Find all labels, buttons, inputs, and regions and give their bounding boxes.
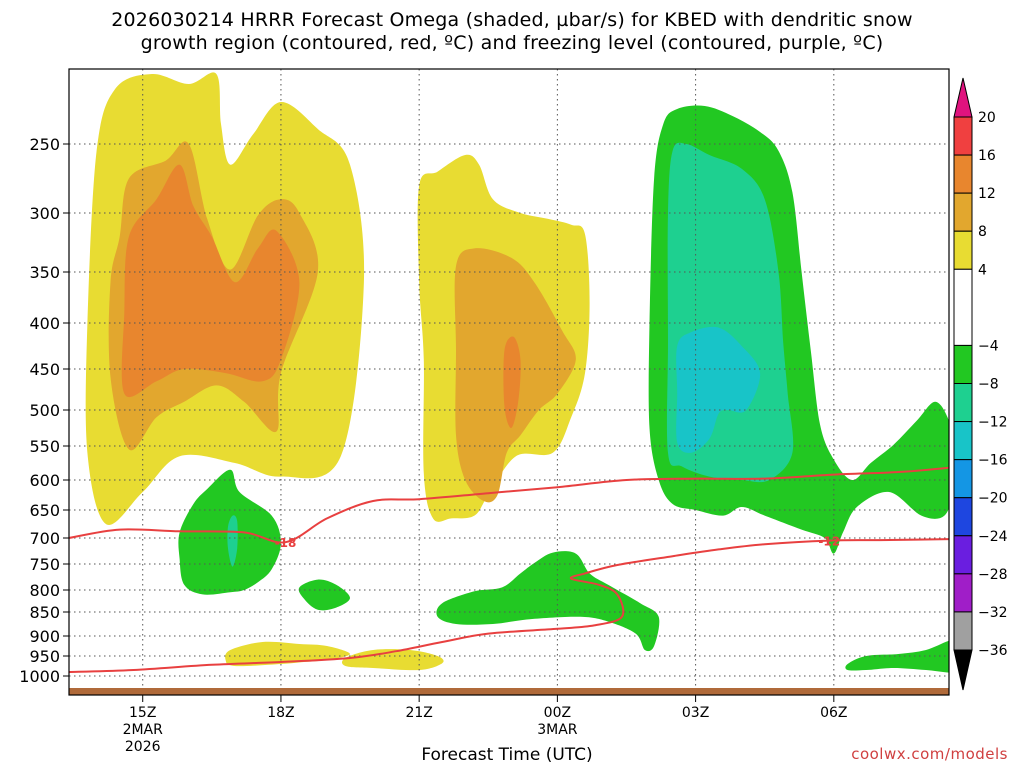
- colorbar-band-2: [953, 154, 973, 194]
- colorbar-label-16: 16: [978, 148, 996, 164]
- grid-layer: [69, 69, 949, 688]
- colorbar-label--20: −20: [978, 491, 1008, 507]
- colorbar-label-8: 8: [978, 224, 987, 240]
- omega-region-12: [436, 551, 660, 652]
- colorbar: 20 16 12 8 4 −4 −8 −12 −16 −20 −24 −28 −32 −36: [953, 77, 1008, 691]
- y-tick-label-350: 350: [29, 263, 60, 282]
- y-tick-label-900: 900: [29, 627, 60, 646]
- y-tick-label-700: 700: [29, 529, 60, 548]
- chart-title-line2: growth region (contoured, red, ºC) and f…: [140, 32, 884, 54]
- omega-region-14: [341, 649, 444, 671]
- y-tick-label-650: 650: [29, 501, 60, 520]
- x-axis-label: Forecast Time (UTC): [421, 745, 593, 765]
- y-tick-label-750: 750: [29, 555, 60, 574]
- y-tick-label-950: 950: [29, 647, 60, 666]
- colorbar-band-9: [953, 459, 973, 499]
- colorbar-label--32: −32: [978, 605, 1008, 621]
- colorbar-label--36: −36: [978, 643, 1008, 659]
- x-tick-label-15Z: 15Z: [129, 705, 156, 721]
- y-tick-label-550: 550: [29, 437, 60, 456]
- omega-region-2: [121, 164, 300, 398]
- dgz-contour-0: [69, 466, 949, 544]
- colorbar-label--8: −8: [978, 377, 999, 393]
- x-tick-label-00Z: 00Z: [544, 705, 571, 721]
- colorbar-band-0: [953, 77, 973, 118]
- x-tick-label-18Z: 18Z: [267, 705, 294, 721]
- dgz-contour-1: [69, 538, 949, 673]
- y-tick-label-300: 300: [29, 204, 60, 223]
- y-tick-label-800: 800: [29, 581, 60, 600]
- colorbar-band-8: [953, 421, 973, 461]
- chart-title-line1: 2026030214 HRRR Forecast Omega (shaded, …: [111, 9, 913, 31]
- colorbar-band-10: [953, 497, 973, 537]
- colorbar-band-12: [953, 573, 973, 613]
- colorbar-band-13: [953, 611, 973, 651]
- dgz-contour-label-0: -18: [275, 536, 297, 550]
- x-tick-sub1-15Z: 2MAR: [123, 722, 164, 738]
- colorbar-band-1: [953, 116, 973, 156]
- colorbar-band-14: [953, 649, 973, 691]
- y-tick-label-1000: 1000: [19, 667, 60, 686]
- colorbar-label--12: −12: [978, 415, 1008, 431]
- omega-region-8: [676, 326, 761, 453]
- colorbar-band-4: [953, 230, 973, 270]
- colorbar-band-5: [953, 268, 973, 346]
- omega-region-15: [845, 640, 949, 673]
- y-axis: 250 300 350 400 450 500 550 600 650 700 750 800 850 9…: [19, 135, 69, 686]
- y-tick-label-850: 850: [29, 603, 60, 622]
- dgz-contour-label-1: -12: [818, 535, 840, 549]
- colorbar-label-20: 20: [978, 110, 996, 126]
- omega-region-5: [503, 336, 521, 429]
- colorbar-label-12: 12: [978, 186, 996, 202]
- y-tick-label-500: 500: [29, 401, 60, 420]
- colorbar-label--16: −16: [978, 453, 1008, 469]
- colorbar-label-4: 4: [978, 262, 987, 278]
- colorbar-band-3: [953, 192, 973, 232]
- plot-frame: [68, 68, 950, 696]
- ground-strip: [69, 688, 949, 695]
- colorbar-band-11: [953, 535, 973, 575]
- y-tick-label-600: 600: [29, 471, 60, 490]
- x-tick-label-03Z: 03Z: [682, 705, 709, 721]
- omega-region-10: [227, 515, 238, 567]
- colorbar-band-7: [953, 383, 973, 423]
- x-tick-label-06Z: 06Z: [820, 705, 847, 721]
- x-tick-sub1-00Z: 3MAR: [537, 722, 578, 738]
- omega-shading-layer: [85, 72, 949, 673]
- colorbar-label--4: −4: [978, 338, 999, 354]
- dgz-contour-layer: -18 -12: [69, 466, 949, 673]
- colorbar-label--24: −24: [978, 529, 1008, 545]
- y-tick-label-400: 400: [29, 314, 60, 333]
- y-tick-label-250: 250: [29, 135, 60, 154]
- colorbar-label--28: −28: [978, 567, 1008, 583]
- colorbar-band-6: [953, 344, 973, 384]
- omega-region-11: [298, 579, 350, 611]
- credit-link[interactable]: coolwx.com/models: [851, 745, 1008, 763]
- x-tick-label-21Z: 21Z: [405, 705, 432, 721]
- y-tick-label-450: 450: [29, 360, 60, 379]
- x-tick-sub2-15Z: 2026: [125, 739, 161, 755]
